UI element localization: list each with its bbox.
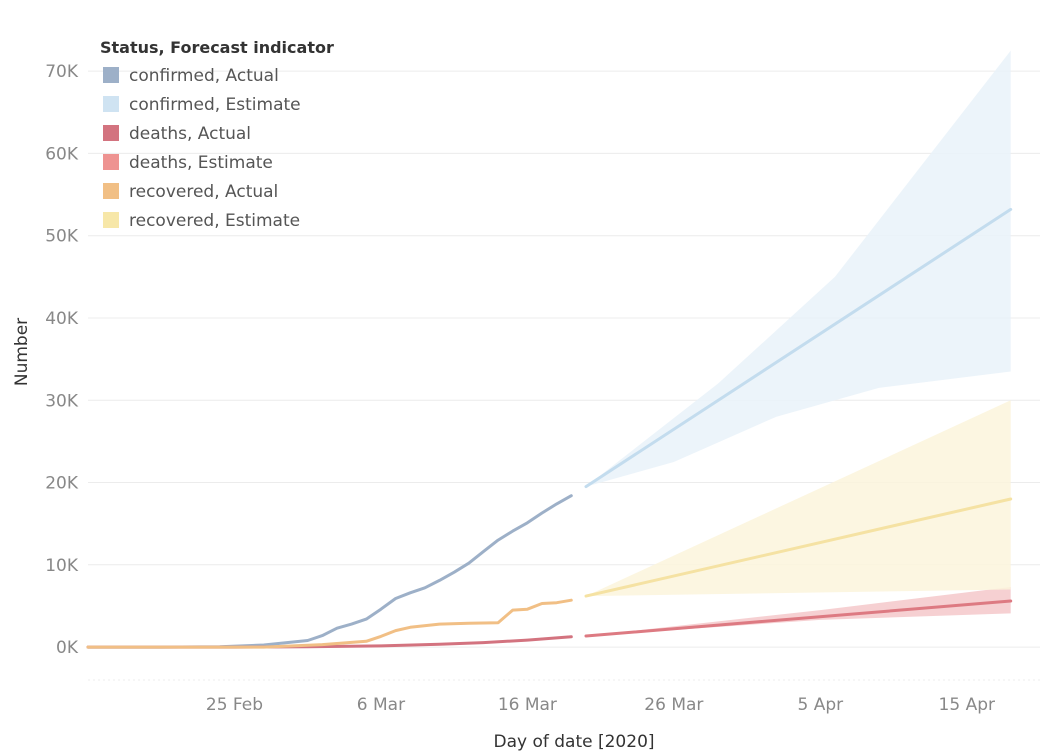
legend-label-deaths-actual: deaths, Actual bbox=[129, 124, 251, 144]
legend-label-recovered-estimate: recovered, Estimate bbox=[129, 211, 300, 231]
x-tick-label-16-mar: 16 Mar bbox=[498, 695, 557, 715]
legend-swatch-recovered-actual bbox=[103, 183, 119, 199]
y-tick-label-50k: 50K bbox=[45, 227, 79, 247]
band-deaths-estimate bbox=[586, 587, 1011, 636]
line-confirmed-estimate bbox=[584, 207, 1013, 489]
line-confirmed-actual bbox=[86, 494, 573, 649]
x-tick-label-6-mar: 6 Mar bbox=[357, 695, 405, 715]
y-tick-label-30k: 30K bbox=[45, 391, 79, 411]
legend-label-confirmed-estimate: confirmed, Estimate bbox=[129, 95, 301, 115]
y-tick-label-40k: 40K bbox=[45, 309, 79, 329]
line-deaths-actual bbox=[86, 635, 573, 649]
legend-swatch-deaths-actual bbox=[103, 125, 119, 141]
legend-title: Status, Forecast indicator bbox=[100, 38, 334, 57]
y-tick-label-20k: 20K bbox=[45, 474, 79, 494]
x-axis-title: Day of date [2020] bbox=[493, 732, 654, 752]
x-tick-label-15-apr: 15 Apr bbox=[939, 695, 995, 715]
y-axis-title: Number bbox=[12, 318, 32, 386]
line-recovered-estimate bbox=[584, 497, 1013, 598]
legend-label-deaths-estimate: deaths, Estimate bbox=[129, 153, 273, 173]
legend: Status, Forecast indicator confirmed, Ac… bbox=[100, 38, 334, 231]
y-tick-label-70k: 70K bbox=[45, 62, 79, 82]
legend-label-recovered-actual: recovered, Actual bbox=[129, 182, 278, 202]
y-axis-ticks: 0K 10K 20K 30K 40K 50K 60K 70K bbox=[45, 62, 79, 658]
band-recovered-estimate bbox=[586, 400, 1011, 597]
series-lines bbox=[86, 207, 1013, 649]
x-axis-ticks: 25 Feb 6 Mar 16 Mar 26 Mar 5 Apr 15 Apr bbox=[206, 695, 995, 715]
x-tick-label-5-apr: 5 Apr bbox=[797, 695, 843, 715]
y-tick-label-60k: 60K bbox=[45, 144, 79, 164]
line-recovered-actual bbox=[86, 598, 573, 649]
legend-swatch-recovered-estimate bbox=[103, 212, 119, 228]
line-deaths-estimate bbox=[584, 599, 1013, 638]
y-tick-label-10k: 10K bbox=[45, 556, 79, 576]
y-tick-label-0k: 0K bbox=[56, 638, 79, 658]
band-confirmed-estimate bbox=[586, 50, 1011, 487]
confidence-bands bbox=[586, 50, 1011, 636]
legend-swatch-confirmed-actual bbox=[103, 67, 119, 83]
legend-swatch-deaths-estimate bbox=[103, 154, 119, 170]
legend-swatch-confirmed-estimate bbox=[103, 96, 119, 112]
gridlines bbox=[88, 70, 1040, 681]
x-tick-label-26-mar: 26 Mar bbox=[644, 695, 703, 715]
x-tick-label-25-feb: 25 Feb bbox=[206, 695, 263, 715]
legend-label-confirmed-actual: confirmed, Actual bbox=[129, 66, 279, 86]
